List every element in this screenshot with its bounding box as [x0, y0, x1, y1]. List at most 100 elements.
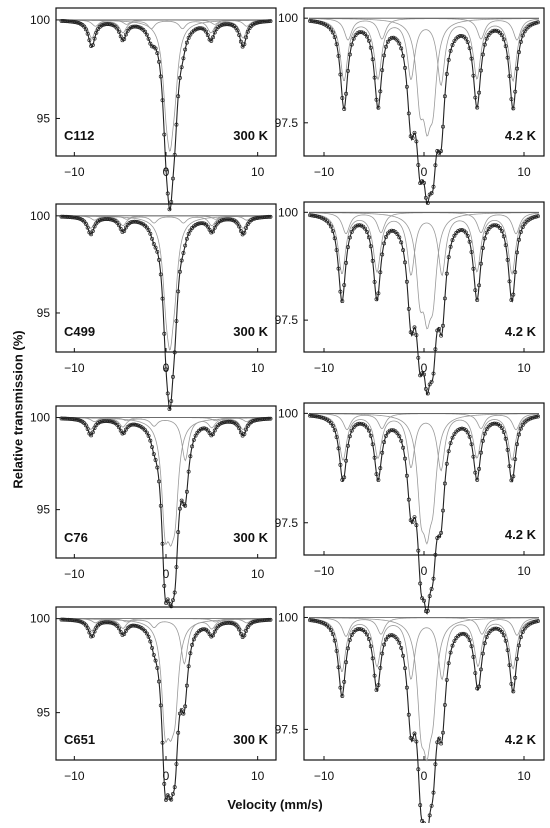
data-point [252, 216, 257, 221]
data-point [469, 644, 474, 649]
data-point [397, 640, 402, 645]
data-point [308, 18, 312, 23]
data-point [477, 466, 482, 471]
data-point [442, 94, 447, 99]
data-point [439, 149, 444, 153]
x-tick-label: 0 [163, 769, 170, 783]
data-point [172, 590, 177, 595]
data-point [518, 635, 523, 640]
data-point [146, 634, 151, 639]
data-point [423, 195, 428, 200]
data-point [509, 478, 514, 483]
data-point [164, 600, 168, 605]
data-point [374, 687, 379, 692]
data-point [452, 432, 457, 436]
data-point [412, 731, 417, 736]
data-point [207, 227, 212, 232]
data-point [148, 639, 153, 644]
data-point [209, 38, 214, 43]
data-point [429, 191, 434, 196]
data-point [349, 632, 354, 637]
data-point [404, 685, 409, 690]
data-point [179, 707, 184, 712]
data-point [490, 422, 495, 426]
data-point [313, 619, 318, 623]
data-point [89, 433, 94, 438]
data-point [418, 803, 423, 808]
data-point [268, 416, 273, 421]
data-point [340, 299, 345, 304]
data-point [477, 283, 482, 288]
data-point [136, 624, 141, 629]
data-point [169, 604, 174, 609]
component-curve [60, 417, 272, 462]
data-point [315, 619, 320, 624]
data-point [532, 620, 537, 624]
y-tick-label: 100 [30, 411, 50, 425]
data-point [359, 30, 364, 34]
data-point [363, 32, 368, 37]
x-tick-label: 0 [421, 165, 428, 179]
data-point [144, 631, 149, 636]
data-point [90, 633, 95, 638]
data-point [410, 519, 415, 524]
data-point [150, 645, 155, 650]
data-point [509, 681, 514, 686]
data-point [463, 230, 468, 235]
x-tick-label: 0 [421, 361, 428, 375]
data-point [446, 449, 451, 454]
data-point [123, 628, 128, 633]
data-point [151, 652, 156, 657]
data-point [384, 433, 388, 438]
data-point [503, 44, 508, 49]
data-point [191, 637, 196, 642]
data-point [499, 33, 504, 38]
data-point [336, 53, 341, 58]
data-point [416, 163, 421, 167]
data-point [374, 97, 379, 102]
data-point [498, 226, 502, 230]
data-point [441, 508, 445, 513]
data-point [268, 19, 273, 24]
data-point [433, 163, 438, 168]
data-point [378, 666, 383, 670]
data-point [425, 200, 430, 205]
data-point [319, 21, 324, 26]
data-point [110, 22, 114, 27]
data-point [317, 20, 322, 25]
temperature-label: 300 K [233, 732, 268, 747]
data-point [412, 325, 417, 330]
data-point [146, 433, 151, 438]
data-point [346, 68, 350, 73]
data-point [123, 32, 128, 37]
data-point [463, 36, 468, 41]
data-point [450, 238, 455, 243]
data-point [437, 534, 442, 539]
data-point [479, 68, 483, 73]
data-point [528, 621, 533, 626]
data-point [530, 415, 535, 420]
data-point [357, 223, 362, 228]
data-point [122, 632, 127, 637]
data-point [108, 620, 113, 625]
data-point [446, 57, 451, 62]
data-point [427, 594, 432, 599]
data-point [517, 237, 521, 242]
data-point [334, 435, 339, 440]
data-point [501, 430, 506, 434]
data-point [425, 608, 430, 613]
data-point [416, 355, 421, 360]
data-point [374, 297, 379, 302]
data-point [235, 28, 240, 33]
data-point [136, 220, 141, 225]
data-point [486, 631, 491, 636]
data-point [179, 258, 184, 263]
data-point [321, 21, 326, 26]
x-tick-label: 10 [251, 361, 265, 375]
data-point [212, 225, 217, 230]
data-point [332, 236, 337, 241]
data-point [366, 637, 371, 641]
data-point [186, 469, 191, 474]
data-point [172, 350, 177, 355]
data-point [83, 221, 88, 226]
